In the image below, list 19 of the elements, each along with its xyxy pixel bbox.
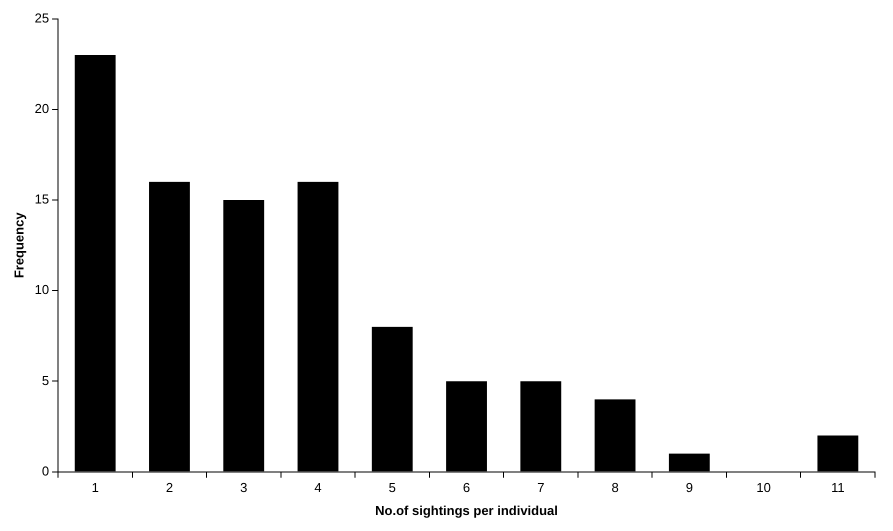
x-tick-label: 5 [388, 480, 396, 496]
x-tick-label: 9 [686, 480, 693, 496]
x-tick-label: 2 [166, 480, 174, 496]
y-axis-title: Frequency [11, 212, 26, 278]
x-axis-title: No.of sightings per individual [375, 502, 558, 518]
y-tick-label: 20 [34, 100, 50, 116]
y-tick-label: 0 [42, 463, 50, 478]
y-tick-label: 25 [34, 10, 50, 26]
x-tick-label: 11 [831, 480, 845, 496]
y-tick-label: 5 [42, 372, 50, 388]
x-tick-label: 4 [314, 480, 322, 496]
y-tick-label: 15 [34, 192, 50, 207]
x-tick-label: 3 [240, 480, 248, 496]
x-tick-label: 1 [92, 480, 99, 496]
x-tick-label: 8 [611, 480, 619, 496]
x-tick-label: 7 [537, 480, 544, 496]
y-tick-label: 10 [34, 282, 50, 298]
x-tick-label: 10 [756, 480, 771, 496]
x-tick-label: 6 [462, 480, 470, 496]
